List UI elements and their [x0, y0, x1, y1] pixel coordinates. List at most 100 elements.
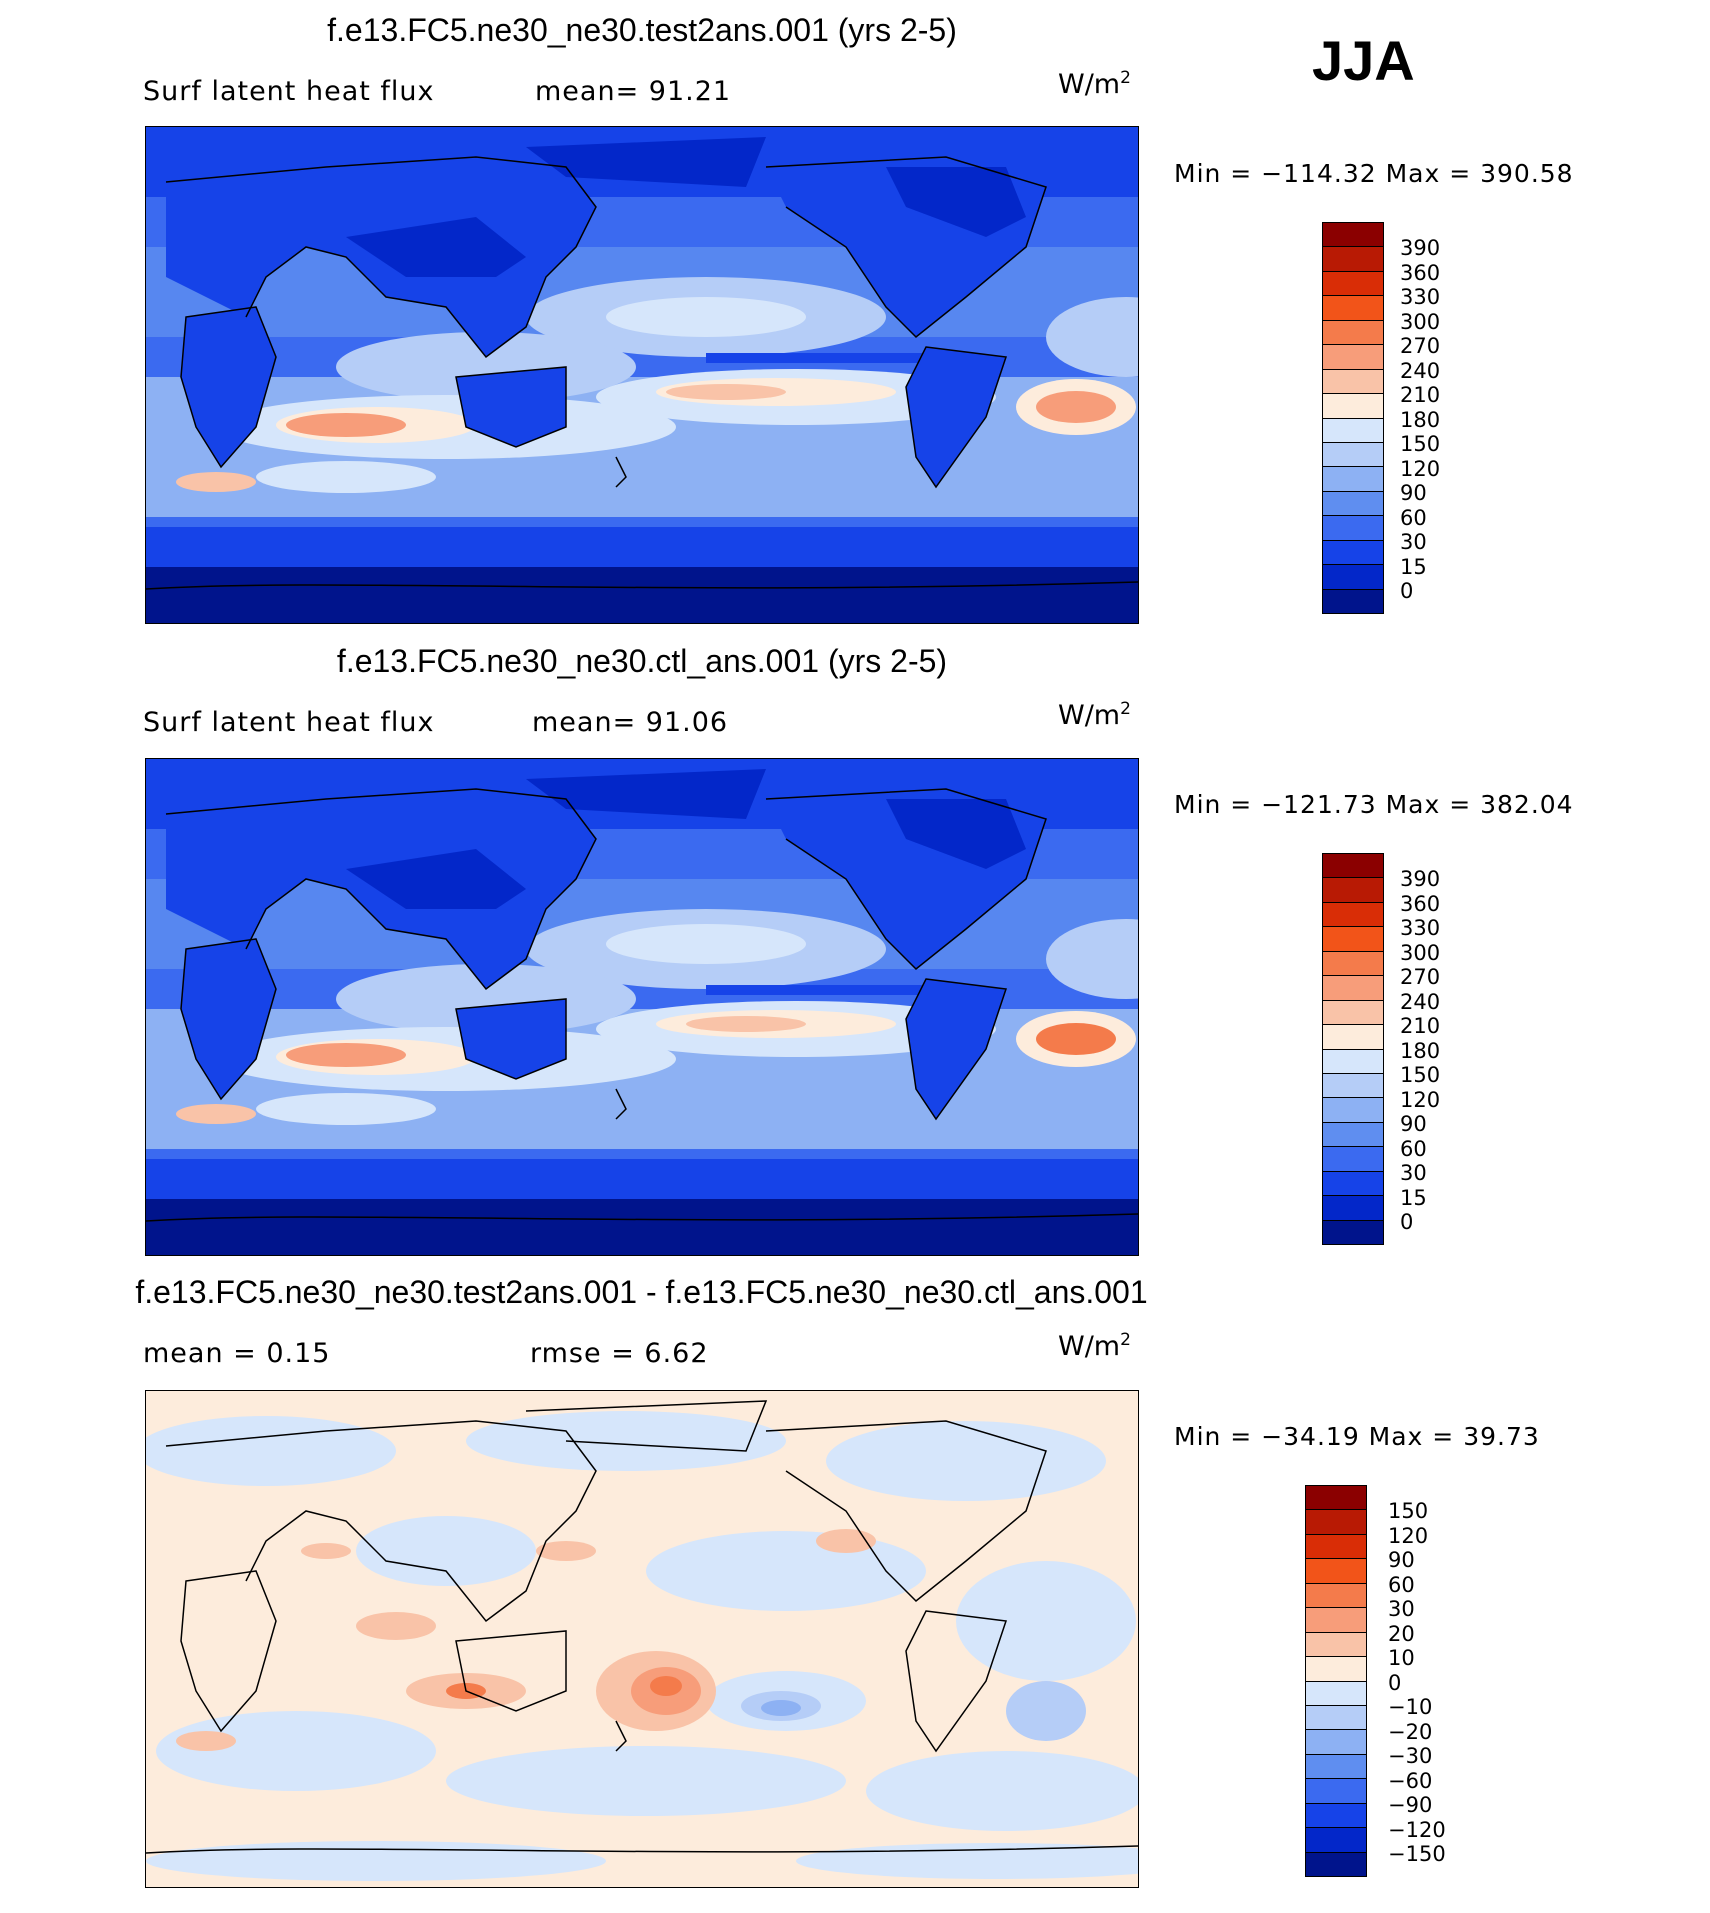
colorbar-tick-label: 90 — [1400, 1112, 1427, 1136]
colorbar-tick-label: 60 — [1400, 505, 1427, 530]
panel1-variable-label: Surf latent heat flux — [143, 76, 435, 107]
season-label: JJA — [1312, 29, 1415, 92]
colorbar-tick-label: −10 — [1388, 1695, 1433, 1719]
colorbar-swatch — [1323, 588, 1383, 613]
colorbar-tick-label: 120 — [1388, 1523, 1429, 1548]
colorbar-tick-label: 390 — [1400, 867, 1441, 891]
panel1-mean-label: mean= 91.21 — [535, 76, 732, 107]
colorbar-swatch — [1306, 1802, 1366, 1828]
colorbar-tick-label: 0 — [1400, 579, 1414, 603]
colorbar-tick-label: 150 — [1400, 432, 1441, 456]
colorbar-swatch — [1323, 877, 1383, 902]
colorbar-tick-label: 120 — [1400, 1087, 1441, 1112]
colorbar-tick-label: 0 — [1400, 1210, 1414, 1234]
latent-heat-map-control — [146, 759, 1138, 1255]
panel2-map — [145, 758, 1139, 1256]
units-exponent: 2 — [1120, 1330, 1131, 1350]
units-base: W/m — [1058, 1331, 1121, 1362]
colorbar-tick-label: 180 — [1400, 1038, 1441, 1063]
colorbar-tick-label: 60 — [1400, 1136, 1427, 1161]
colorbar-tick-label: 20 — [1388, 1621, 1415, 1646]
colorbar-tick-label: 300 — [1400, 309, 1441, 334]
panel3-map — [145, 1390, 1139, 1888]
colorbar-swatch — [1306, 1582, 1366, 1608]
colorbar-tick-label: 30 — [1400, 530, 1427, 554]
colorbar-tick-label: −150 — [1388, 1842, 1446, 1866]
units-base: W/m — [1058, 69, 1121, 100]
colorbar-swatch — [1323, 975, 1383, 1000]
difference-map — [146, 1391, 1138, 1887]
colorbar-tick-label: 270 — [1400, 334, 1441, 358]
colorbar-swatch — [1323, 1170, 1383, 1196]
panel2-minmax: Min = −121.73 Max = 382.04 — [1174, 790, 1574, 819]
colorbar-tick-label: 30 — [1388, 1597, 1415, 1621]
colorbar-swatch — [1323, 270, 1383, 296]
colorbar-swatch — [1306, 1607, 1366, 1632]
colorbar-swatch — [1323, 539, 1383, 565]
colorbar-tick-label: 240 — [1400, 358, 1441, 383]
colorbar-swatch — [1323, 1048, 1383, 1073]
colorbar-swatch — [1323, 1121, 1383, 1147]
colorbar-tick-label: 15 — [1400, 554, 1427, 579]
colorbar-swatch — [1306, 1704, 1366, 1730]
panel2-colorbar — [1322, 853, 1384, 1245]
colorbar-tick-label: 360 — [1400, 891, 1441, 916]
colorbar-swatch — [1306, 1753, 1366, 1779]
colorbar-tick-label: 60 — [1388, 1572, 1415, 1597]
colorbar-swatch — [1306, 1680, 1366, 1705]
panel3-units: W/m2 — [1058, 1330, 1131, 1362]
colorbar-swatch — [1323, 1072, 1383, 1098]
colorbar-swatch — [1306, 1509, 1366, 1534]
panel2-colorbar-labels: 390 360 330 300 270 240 210 180 150 120 90 60 30 15 0 — [1400, 867, 1440, 1235]
colorbar-swatch — [1306, 1729, 1366, 1754]
panel3-mean-label: mean = 0.15 — [143, 1338, 331, 1369]
colorbar-swatch — [1323, 246, 1383, 271]
colorbar-tick-label: 270 — [1400, 965, 1441, 989]
colorbar-tick-label: 120 — [1400, 456, 1441, 481]
colorbar-tick-label: 240 — [1400, 989, 1441, 1014]
colorbar-tick-label: 330 — [1400, 916, 1441, 940]
units-exponent: 2 — [1120, 699, 1131, 719]
colorbar-tick-label: 150 — [1400, 1063, 1441, 1087]
colorbar-tick-label: 10 — [1388, 1646, 1415, 1670]
panel3-colorbar-labels: 150 120 90 60 30 20 10 0 −10 −20 −30 −60 −90 −120 −150 — [1388, 1499, 1446, 1867]
colorbar-swatch — [1323, 901, 1383, 927]
colorbar-tick-label: −30 — [1388, 1744, 1433, 1768]
panel1-colorbar — [1322, 222, 1384, 614]
colorbar-swatch — [1323, 393, 1383, 418]
colorbar-swatch — [1323, 926, 1383, 951]
colorbar-tick-label: 90 — [1400, 481, 1427, 505]
panel2-title: f.e13.FC5.ne30_ne30.ctl_ans.001 (yrs 2-5… — [336, 643, 948, 679]
panel1-title: f.e13.FC5.ne30_ne30.test2ans.001 (yrs 2-… — [327, 12, 957, 48]
colorbar-swatch — [1323, 441, 1383, 467]
colorbar-swatch — [1323, 1146, 1383, 1171]
colorbar-swatch — [1323, 1195, 1383, 1220]
units-exponent: 2 — [1120, 68, 1131, 88]
panel3-colorbar — [1305, 1485, 1367, 1877]
colorbar-swatch — [1306, 1656, 1366, 1681]
panel3-rmse-label: rmse = 6.62 — [530, 1338, 709, 1369]
colorbar-tick-label: 390 — [1400, 236, 1441, 260]
colorbar-tick-label: 210 — [1400, 383, 1441, 407]
colorbar-tick-label: 360 — [1400, 260, 1441, 285]
colorbar-swatch — [1323, 999, 1383, 1025]
colorbar-swatch — [1323, 223, 1383, 247]
colorbar-tick-label: 0 — [1388, 1670, 1402, 1695]
colorbar-swatch — [1323, 1024, 1383, 1049]
colorbar-swatch — [1306, 1827, 1366, 1852]
colorbar-swatch — [1306, 1558, 1366, 1583]
panel1-map — [145, 126, 1139, 624]
panel1-minmax: Min = −114.32 Max = 390.58 — [1174, 159, 1574, 188]
colorbar-swatch — [1306, 1533, 1366, 1559]
colorbar-tick-label: −90 — [1388, 1793, 1433, 1817]
colorbar-tick-label: 330 — [1400, 285, 1441, 309]
colorbar-swatch — [1323, 1219, 1383, 1244]
colorbar-swatch — [1306, 1851, 1366, 1876]
colorbar-swatch — [1323, 368, 1383, 394]
colorbar-tick-label: 90 — [1388, 1548, 1415, 1572]
colorbar-tick-label: −60 — [1388, 1768, 1433, 1793]
colorbar-swatch — [1323, 564, 1383, 589]
colorbar-tick-label: 15 — [1400, 1185, 1427, 1210]
colorbar-swatch — [1323, 344, 1383, 369]
colorbar-swatch — [1323, 319, 1383, 345]
